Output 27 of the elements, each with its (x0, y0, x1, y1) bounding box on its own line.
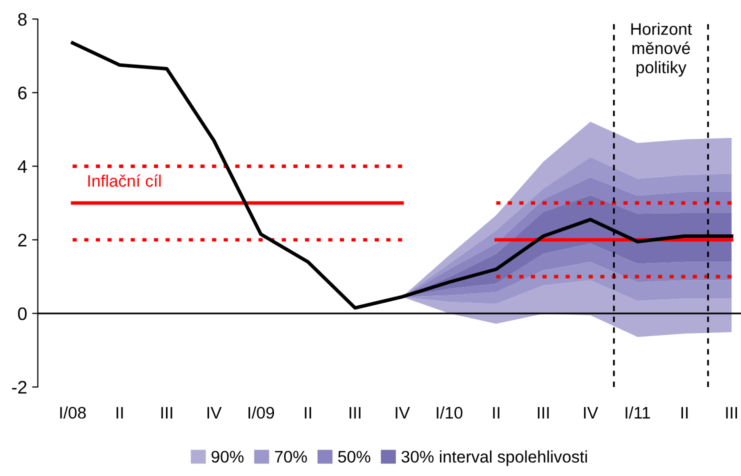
x-tick-label: III (726, 407, 737, 419)
x-tick-label: II (493, 407, 500, 419)
legend-label: 30% interval spolehlivosti (402, 450, 587, 466)
annotation: Horizont měnové politiky (631, 22, 692, 77)
x-tick-label: III (350, 407, 360, 419)
y-tick-label: 8 (18, 12, 27, 26)
x-tick-label: IV (584, 407, 598, 419)
x-tick-label: IV (207, 407, 222, 419)
x-tick-label: III (161, 407, 172, 419)
x-tick-label: I/08 (60, 406, 86, 419)
y-tick-label: 4 (18, 160, 27, 173)
y-tick-label: 0 (18, 307, 27, 320)
x-tick-label: III (538, 407, 549, 419)
x-tick-label: IV (396, 407, 410, 419)
x-tick-label: I/10 (436, 406, 462, 419)
x-tick-label: II (681, 407, 688, 419)
y-tick-label: -2 (12, 380, 26, 394)
legend-label: 90% (212, 450, 244, 463)
x-tick-label: II (116, 407, 123, 419)
x-tick-label: I/09 (248, 406, 274, 419)
legend-label: 50% (338, 450, 370, 463)
y-tick-label: 2 (18, 234, 26, 246)
y-tick-label: 6 (18, 86, 27, 100)
x-tick-label: II (304, 407, 312, 419)
series-label: Inflační cíl (88, 174, 161, 187)
x-tick-label: I/11 (626, 406, 650, 419)
legend-label: 70% (275, 450, 307, 463)
